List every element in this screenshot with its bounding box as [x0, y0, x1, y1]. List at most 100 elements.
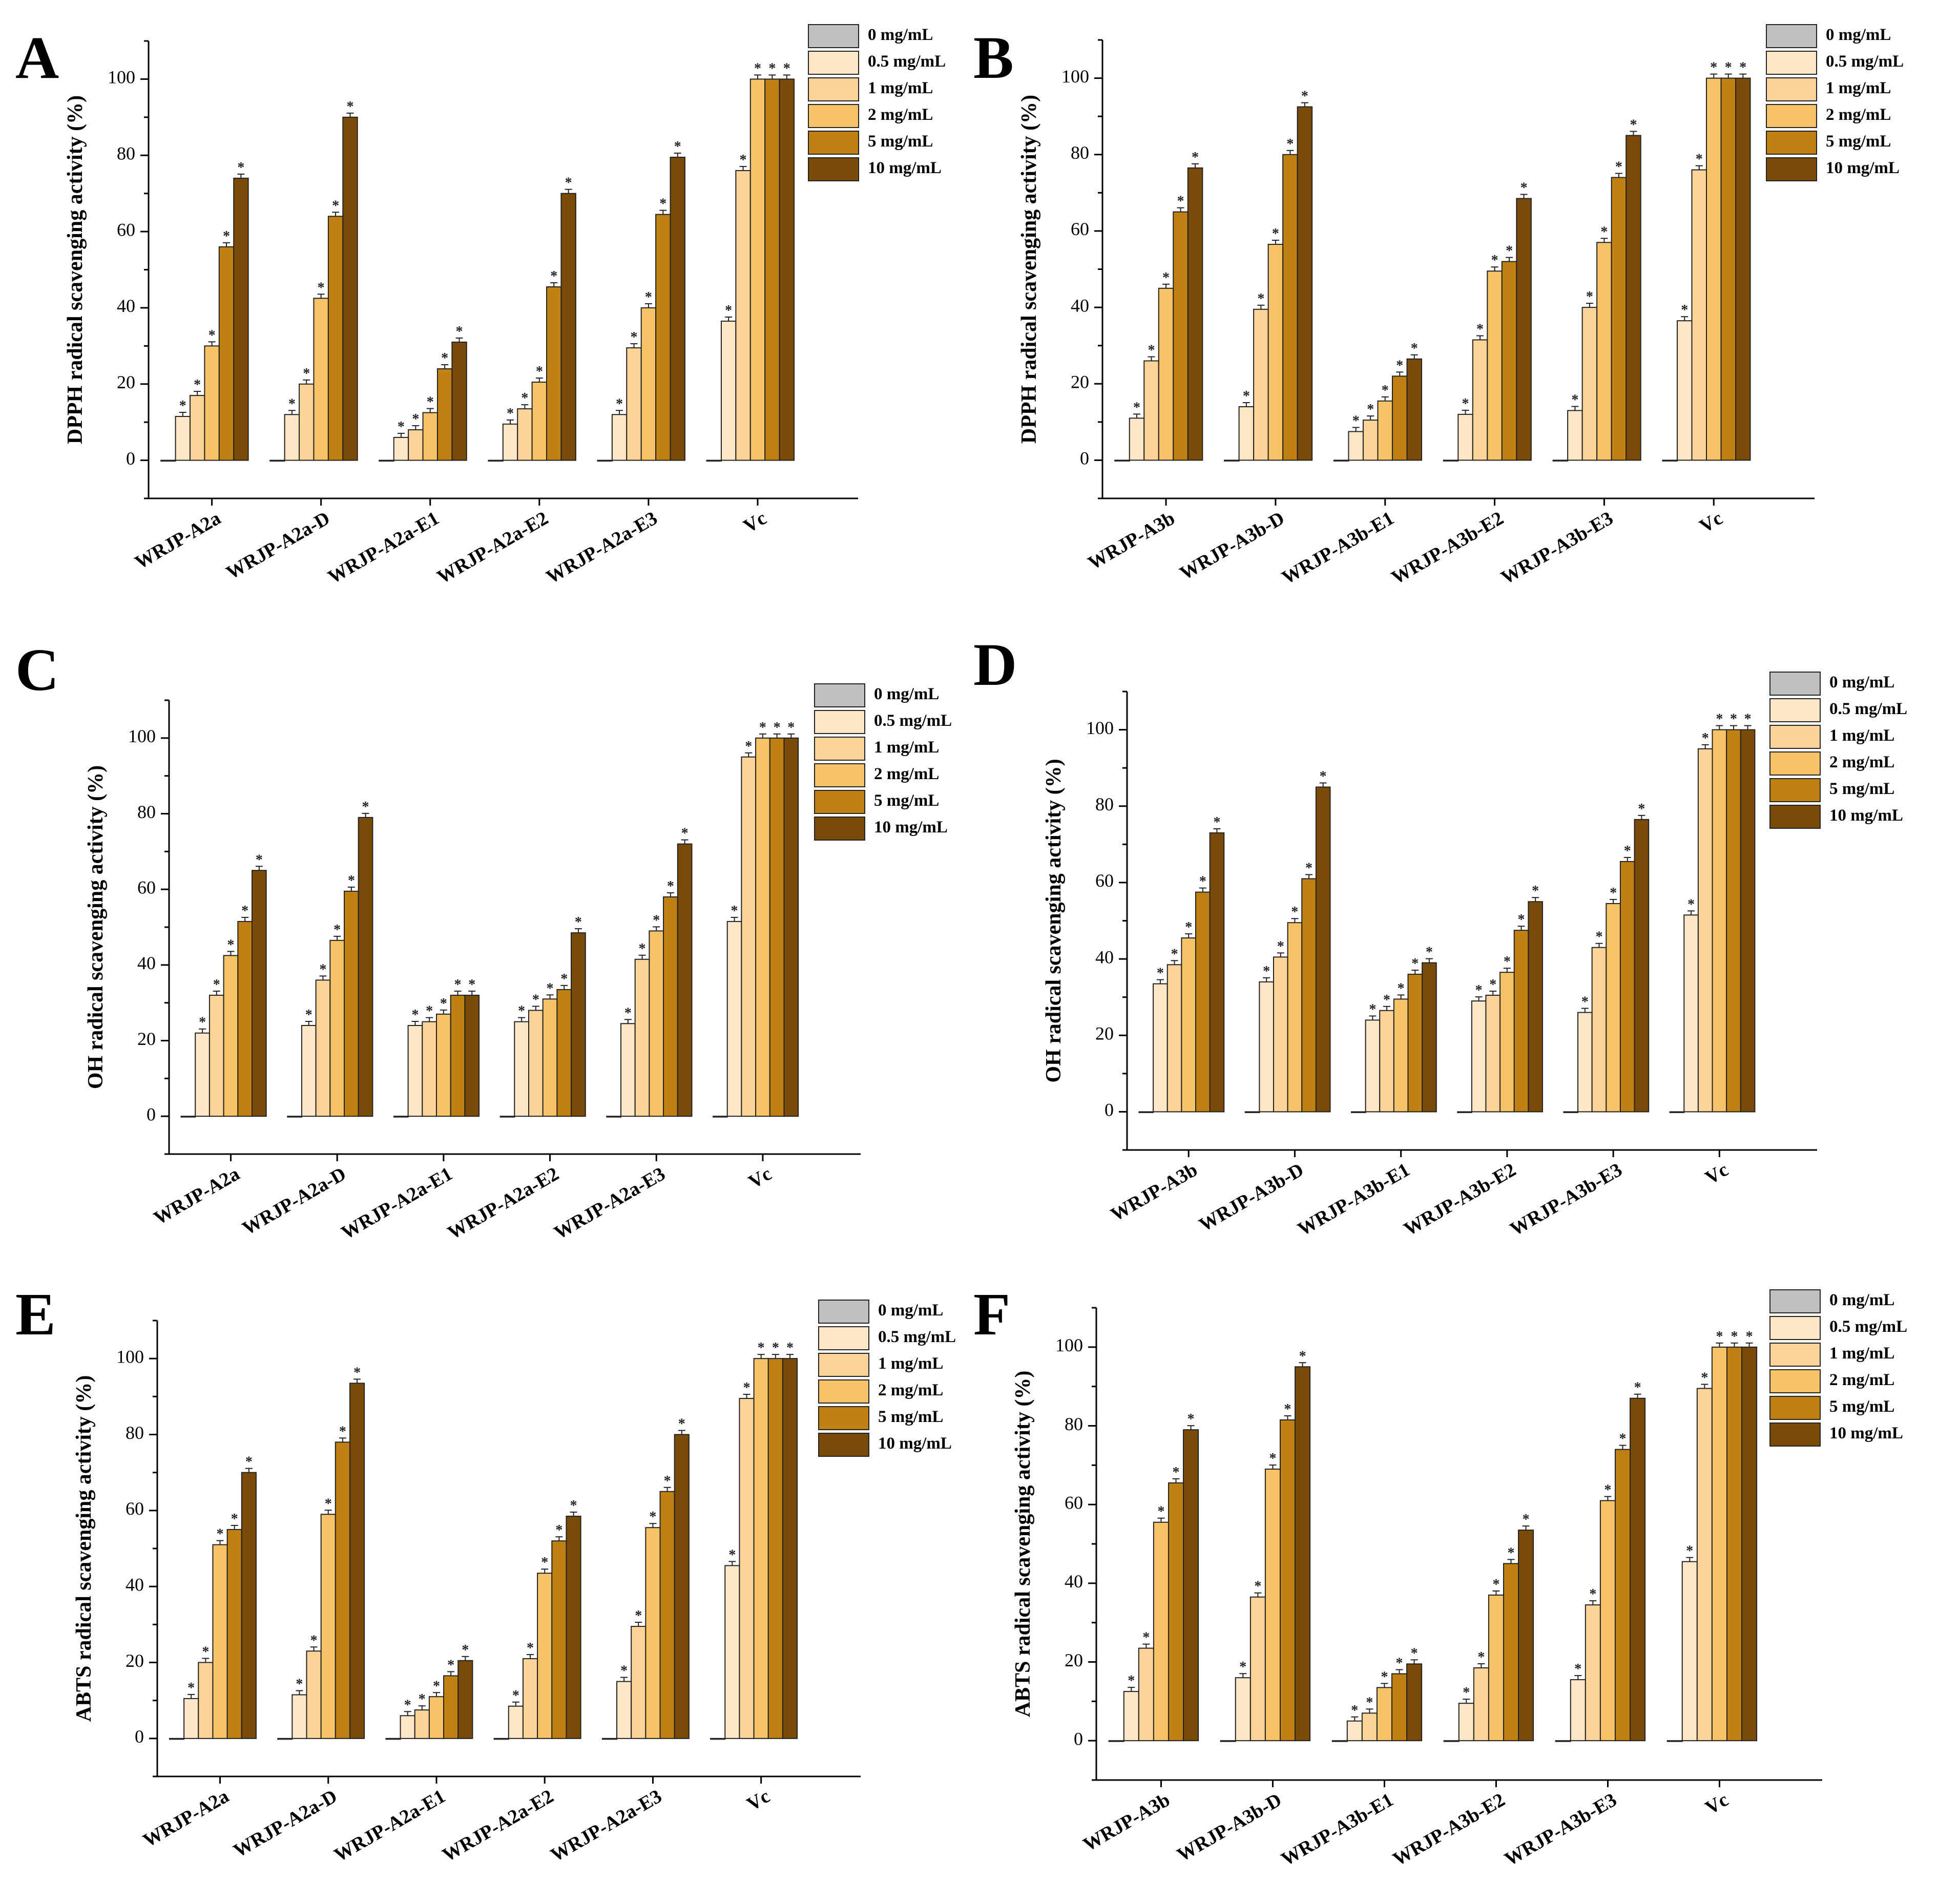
- bar: [269, 459, 285, 462]
- bar: [1282, 154, 1298, 461]
- y-tick-label: 60: [117, 219, 135, 240]
- significance-mark: *: [1185, 919, 1192, 935]
- bar: [663, 896, 678, 1117]
- significance-mark: *: [447, 1657, 454, 1673]
- bar: [1129, 417, 1145, 461]
- significance-mark: *: [1286, 136, 1294, 152]
- legend-label: 10 mg/mL: [874, 818, 948, 836]
- bar: [764, 78, 780, 461]
- significance-mark: *: [241, 903, 248, 919]
- significance-mark: *: [1411, 341, 1418, 357]
- legend-label: 5 mg/mL: [1826, 132, 1891, 151]
- bar: [277, 1738, 293, 1740]
- significance-mark: *: [213, 977, 220, 993]
- significance-mark: *: [1187, 1411, 1195, 1427]
- significance-mark: *: [521, 390, 528, 406]
- bar: [1348, 431, 1364, 461]
- legend-swatch: [818, 1379, 869, 1404]
- bar: [546, 286, 562, 461]
- significance-mark: *: [1508, 1545, 1515, 1561]
- significance-mark: *: [507, 406, 514, 422]
- legend-swatch: [1769, 672, 1821, 696]
- significance-mark: *: [1243, 388, 1250, 404]
- legend-label: 5 mg/mL: [878, 1408, 943, 1426]
- significance-mark: *: [1142, 1630, 1150, 1646]
- bar: [640, 307, 657, 461]
- significance-mark: *: [456, 324, 463, 340]
- bar: [1626, 135, 1641, 461]
- bar: [1158, 287, 1174, 461]
- bar: [1195, 891, 1211, 1113]
- bar: [655, 214, 671, 461]
- legend-swatch: [1766, 157, 1817, 181]
- significance-mark: *: [1702, 730, 1709, 746]
- significance-mark: *: [1396, 1656, 1403, 1671]
- significance-mark: *: [1476, 321, 1484, 337]
- bar: [1503, 1563, 1519, 1742]
- bar: [1301, 878, 1317, 1113]
- legend-label: 1 mg/mL: [1829, 1344, 1894, 1363]
- y-axis-title: DPPH radical scavenging activity (%): [64, 95, 87, 444]
- bar: [1611, 177, 1627, 461]
- legend-label: 0.5 mg/mL: [868, 52, 946, 71]
- bar: [301, 1024, 317, 1117]
- significance-mark: *: [187, 1680, 195, 1696]
- bar: [1570, 1679, 1586, 1742]
- y-tick-label: 80: [1071, 142, 1089, 163]
- significance-mark: *: [768, 60, 776, 76]
- significance-mark: *: [620, 1663, 628, 1679]
- significance-mark: *: [1710, 60, 1717, 76]
- y-tick-label: 20: [117, 372, 135, 392]
- bar: [1391, 1673, 1408, 1742]
- category-label: WRJP-A3b-D: [1195, 1159, 1307, 1236]
- bar: [1391, 375, 1408, 461]
- significance-mark: *: [1589, 1586, 1596, 1602]
- significance-mark: *: [1411, 956, 1419, 972]
- significance-mark: *: [1739, 60, 1746, 76]
- legend-swatch: [1769, 805, 1821, 829]
- bar: [1361, 1712, 1378, 1742]
- bar: [531, 382, 548, 461]
- bar: [287, 1116, 302, 1118]
- significance-mark: *: [1284, 1401, 1291, 1417]
- legend-label: 0.5 mg/mL: [1829, 1317, 1907, 1336]
- bar: [1138, 1111, 1154, 1113]
- bar: [180, 1116, 196, 1118]
- bar: [1577, 1012, 1593, 1113]
- bar: [1244, 1111, 1260, 1113]
- bar: [450, 994, 466, 1117]
- y-tick-label: 60: [1071, 219, 1089, 239]
- significance-mark: *: [532, 992, 539, 1008]
- bar: [1362, 420, 1379, 461]
- legend-label: 5 mg/mL: [868, 132, 933, 151]
- legend-label: 0 mg/mL: [1829, 1291, 1894, 1309]
- legend-swatch: [1769, 1343, 1821, 1367]
- bar: [1487, 270, 1503, 461]
- bar: [1712, 729, 1727, 1113]
- bar: [741, 756, 757, 1117]
- bar: [407, 1024, 423, 1117]
- bar: [749, 78, 766, 461]
- bar: [1181, 937, 1197, 1113]
- bar: [1365, 1019, 1381, 1113]
- significance-mark: *: [1396, 358, 1403, 373]
- y-tick-label: 0: [147, 1104, 156, 1124]
- significance-mark: *: [339, 1424, 346, 1439]
- panel-letter: B: [973, 24, 1014, 91]
- legend-swatch: [818, 1406, 869, 1430]
- y-tick-label: 0: [1074, 1728, 1083, 1749]
- category-label: WRJP-A2a-D: [239, 1163, 350, 1239]
- bar: [1669, 1111, 1685, 1113]
- legend-label: 5 mg/mL: [1829, 1397, 1894, 1416]
- significance-mark: *: [681, 826, 689, 842]
- bar: [488, 459, 504, 462]
- bar: [710, 1738, 726, 1740]
- bar: [767, 1358, 783, 1739]
- category-label: WRJP-A3b: [1085, 507, 1179, 574]
- y-tick-label: 40: [1095, 947, 1114, 967]
- bar: [344, 890, 359, 1117]
- panel-letter: C: [15, 636, 59, 703]
- legend-swatch: [808, 77, 859, 101]
- bar: [508, 1705, 524, 1739]
- bar: [422, 412, 438, 461]
